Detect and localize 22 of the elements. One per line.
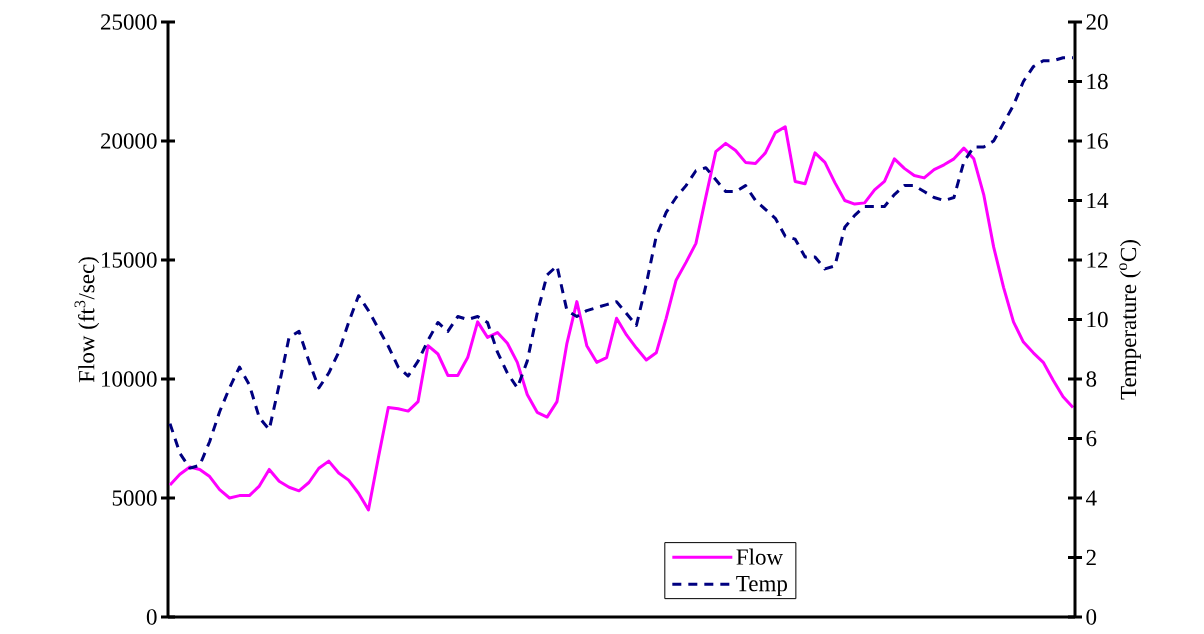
y2-tick-label: 0 <box>1086 609 1097 625</box>
legend-label: Temp <box>736 576 787 597</box>
y2-tick-label: 2 <box>1086 549 1096 566</box>
y2-tick-label: 4 <box>1085 490 1097 506</box>
y-tick-label: 10000 <box>102 371 157 387</box>
y-tick-label: 0 <box>146 609 157 625</box>
y2-axis-title: Temperature ($^{o}$C) <box>1119 240 1141 400</box>
y2-tick-label: 10 <box>1087 311 1108 328</box>
y2-tick-label: 14 <box>1087 192 1109 209</box>
y-tick-label: 15000 <box>102 252 157 268</box>
line-series <box>168 125 1075 512</box>
y2-tick-label: 18 <box>1087 73 1108 90</box>
y-axis-title: Flow (ft$^{3}$/sec) <box>74 257 100 383</box>
y-tick-label: 25000 <box>100 14 157 30</box>
y2-tick-label: 16 <box>1087 133 1108 149</box>
y2-tick-label: 8 <box>1086 371 1097 387</box>
y2-tick-label: 6 <box>1086 430 1097 447</box>
y-tick-label: 5000 <box>112 490 157 506</box>
y-tick-label: 20000 <box>100 133 157 149</box>
y2-tick-label: 12 <box>1087 252 1108 268</box>
legend-label: Flow <box>736 548 784 565</box>
y2-tick-label: 20 <box>1086 14 1108 30</box>
